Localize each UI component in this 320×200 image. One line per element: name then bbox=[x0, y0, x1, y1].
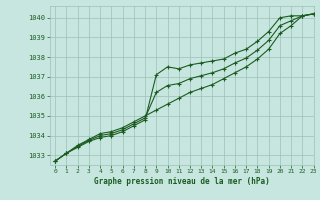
X-axis label: Graphe pression niveau de la mer (hPa): Graphe pression niveau de la mer (hPa) bbox=[94, 177, 269, 186]
